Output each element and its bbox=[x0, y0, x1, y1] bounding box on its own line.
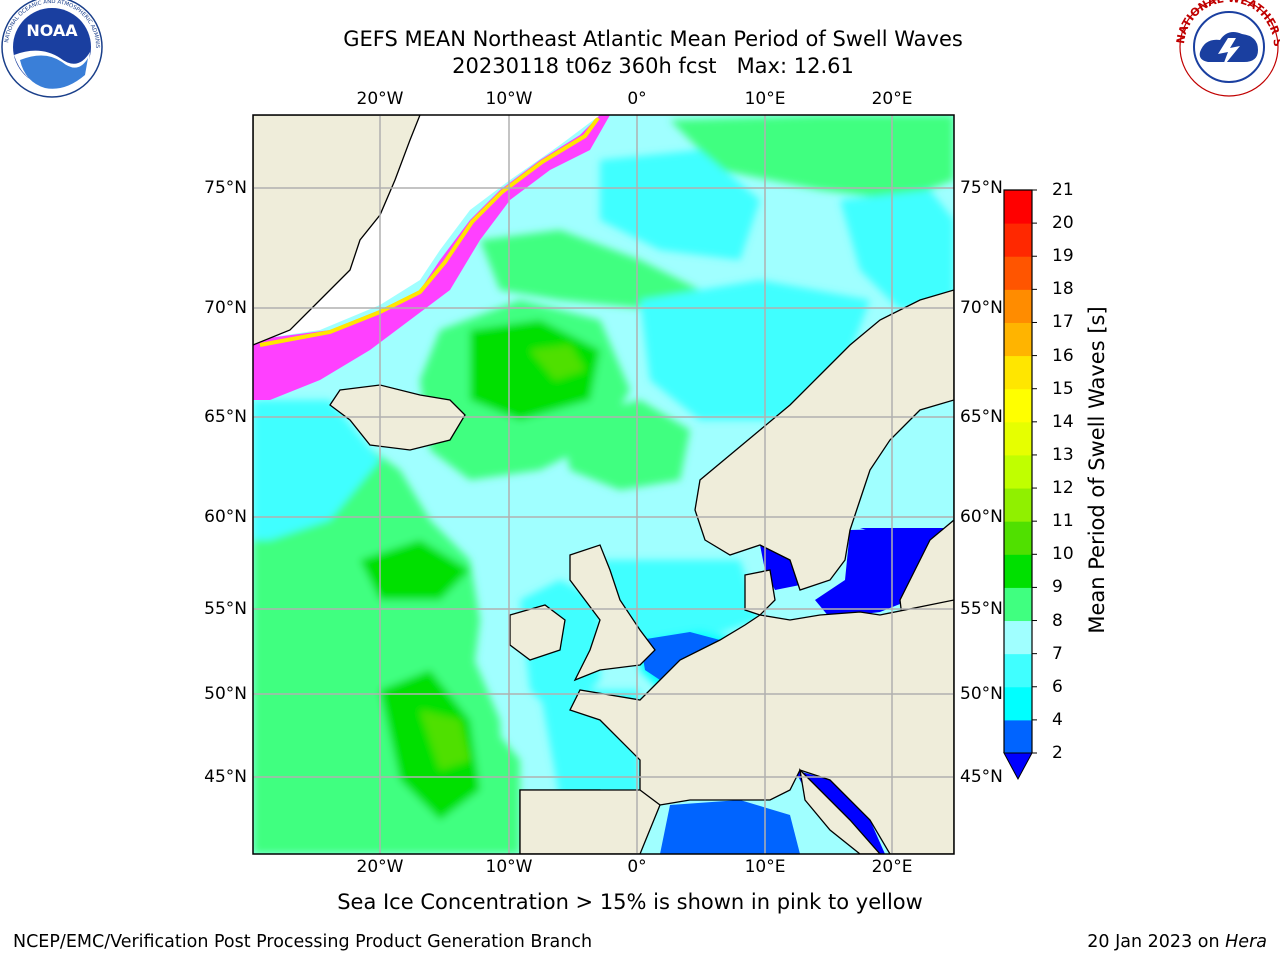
colorbar-segment bbox=[1004, 355, 1032, 390]
noaa-logo: NOAA NATIONAL OCEANIC AND ATMOSPHERIC AD… bbox=[0, 0, 103, 98]
colorbar-segment bbox=[1004, 322, 1032, 357]
colorbar-segment bbox=[1004, 256, 1032, 290]
colorbar-segment bbox=[1004, 421, 1032, 456]
colorbar-tick-label: 2 bbox=[1052, 743, 1063, 763]
lat-label-right: 75°N bbox=[960, 178, 1003, 198]
colorbar-tick-label: 21 bbox=[1052, 180, 1074, 200]
italy bbox=[799, 768, 881, 854]
colorbar-segment bbox=[1004, 554, 1032, 588]
colorbar-tick-label: 7 bbox=[1052, 643, 1063, 664]
lat-label-right: 50°N bbox=[960, 684, 1003, 704]
colorbar-segment bbox=[1004, 587, 1032, 622]
colorbar-segment bbox=[1004, 620, 1032, 655]
land bbox=[253, 115, 954, 854]
lon-label-bottom: 10°E bbox=[744, 857, 786, 877]
lat-label-left: 75°N bbox=[204, 178, 247, 198]
greenland bbox=[253, 115, 421, 346]
lat-label-left: 45°N bbox=[204, 767, 247, 787]
lat-label-right: 65°N bbox=[960, 407, 1003, 427]
colorbar-segment bbox=[1004, 521, 1032, 555]
colorbar-tick-label: 6 bbox=[1052, 676, 1063, 697]
lon-label-top: 20°W bbox=[356, 89, 404, 109]
lat-label-left: 60°N bbox=[204, 507, 247, 527]
colorbar-segment bbox=[1004, 190, 1032, 224]
chart-subtitle: 20230118 t06z 360h fcst Max: 12.61 bbox=[452, 54, 854, 78]
lat-label-right: 45°N bbox=[960, 767, 1003, 787]
lon-label-top: 20°E bbox=[871, 89, 913, 109]
lat-label-right: 55°N bbox=[960, 599, 1003, 619]
colorbar bbox=[1003, 189, 1037, 781]
baltic-sea bbox=[815, 528, 930, 618]
footer-credit: NCEP/EMC/Verification Post Processing Pr… bbox=[13, 932, 593, 952]
colorbar-tick-label: 13 bbox=[1052, 444, 1074, 465]
colorbar-tick-label: 18 bbox=[1052, 279, 1074, 300]
chart-title: GEFS MEAN Northeast Atlantic Mean Period… bbox=[343, 27, 963, 51]
channel bbox=[640, 632, 720, 680]
iberia bbox=[519, 789, 661, 854]
colorbar-segment bbox=[1004, 488, 1032, 522]
lat-label-left: 50°N bbox=[204, 684, 247, 704]
lon-label-bottom: 0° bbox=[627, 857, 647, 877]
footer-host: Hera bbox=[1225, 932, 1267, 952]
colorbar-segment bbox=[1004, 223, 1032, 257]
footer-date-text: 20 Jan 2023 on bbox=[1087, 932, 1226, 952]
colorbar-tick-label: 8 bbox=[1052, 610, 1063, 631]
lon-label-bottom: 10°W bbox=[485, 857, 533, 877]
lat-label-left: 70°N bbox=[204, 298, 247, 318]
lat-label-left: 65°N bbox=[204, 407, 247, 427]
colorbar-tick-label: 16 bbox=[1052, 345, 1074, 366]
colorbar-segment bbox=[1004, 454, 1032, 489]
colorbar-frame bbox=[1003, 189, 1033, 753]
great-britain bbox=[569, 544, 656, 682]
lon-label-top: 10°W bbox=[485, 89, 533, 109]
lon-label-bottom: 20°W bbox=[356, 857, 404, 877]
map-panel bbox=[253, 115, 954, 854]
lat-label-right: 70°N bbox=[960, 298, 1003, 318]
svg-text:NOAA: NOAA bbox=[26, 21, 78, 40]
footer-date: 20 Jan 2023 on Hera bbox=[1087, 932, 1267, 952]
sea-ice-caption: Sea Ice Concentration > 15% is shown in … bbox=[337, 890, 923, 914]
colorbar-segment bbox=[1004, 686, 1032, 721]
colorbar-segment bbox=[1004, 653, 1032, 688]
colorbar-tick-label: 4 bbox=[1052, 709, 1063, 730]
lat-label-right: 60°N bbox=[960, 507, 1003, 527]
lat-label-left: 55°N bbox=[204, 599, 247, 619]
colorbar-tick-label: 17 bbox=[1052, 312, 1074, 333]
colorbar-tick-label: 12 bbox=[1052, 478, 1074, 499]
colorbar-tick-label: 15 bbox=[1052, 378, 1074, 399]
colorbar-segment bbox=[1004, 289, 1032, 323]
colorbar-underflow-arrow bbox=[1003, 752, 1033, 781]
colorbar-tick-label: 10 bbox=[1052, 544, 1074, 565]
ireland bbox=[509, 604, 566, 661]
lon-label-top: 10°E bbox=[744, 89, 786, 109]
lon-label-top: 0° bbox=[627, 89, 647, 109]
map-frame bbox=[252, 114, 955, 855]
swell-field bbox=[253, 115, 954, 854]
colorbar-segment bbox=[1004, 388, 1032, 423]
colorbar-tick-label: 20 bbox=[1052, 213, 1074, 234]
lon-label-bottom: 20°E bbox=[871, 857, 913, 877]
colorbar-tick-label: 9 bbox=[1052, 577, 1063, 598]
scandinavia bbox=[694, 289, 954, 591]
colorbar-tick-label: 19 bbox=[1052, 246, 1074, 267]
denmark bbox=[744, 569, 776, 616]
graticule bbox=[253, 115, 954, 854]
colorbar-tick-label: 14 bbox=[1052, 411, 1074, 432]
colorbar-segment bbox=[1004, 719, 1032, 754]
colorbar-tick-label: 11 bbox=[1052, 511, 1074, 532]
colorbar-title: Mean Period of Swell Waves [s] bbox=[1085, 306, 1109, 634]
europe bbox=[519, 599, 954, 854]
